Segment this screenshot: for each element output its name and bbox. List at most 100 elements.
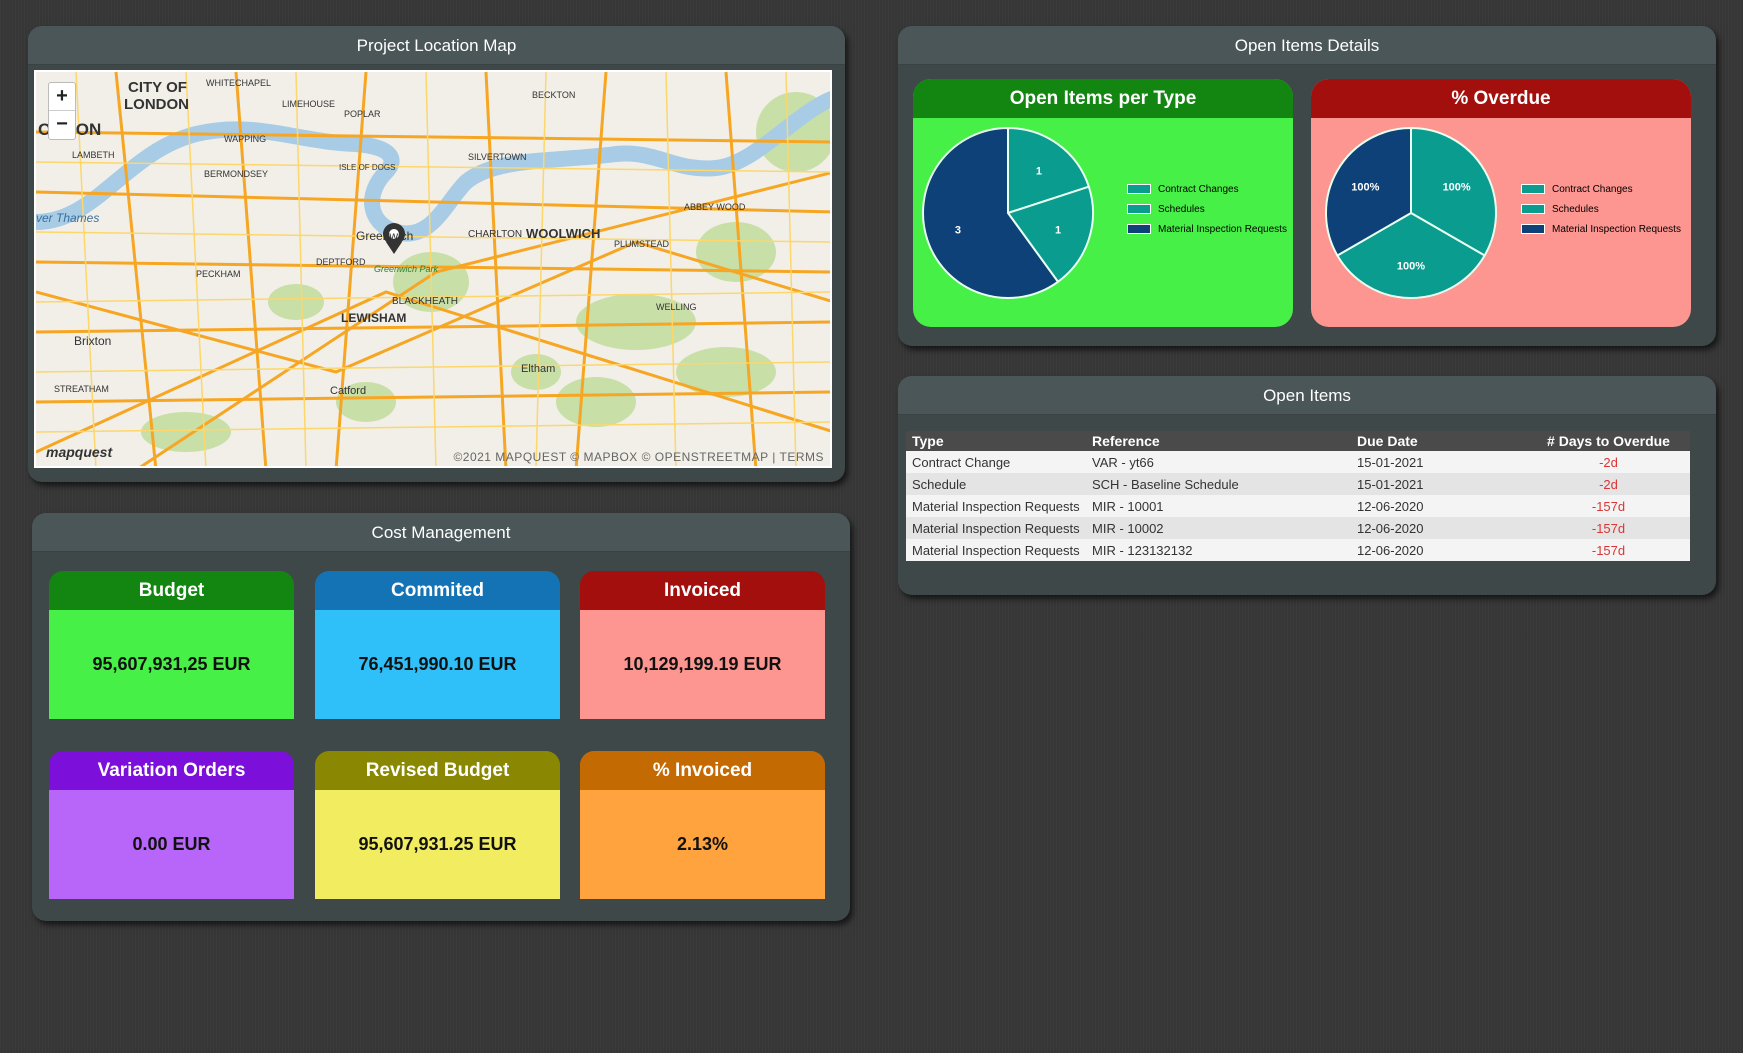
map-label: LIMEHOUSE [282, 99, 335, 109]
cell-due-date: 12-06-2020 [1351, 495, 1521, 517]
cell-days-overdue: -157d [1521, 495, 1690, 517]
map-label: LAMBETH [72, 150, 115, 160]
legend-label: Material Inspection Requests [1552, 223, 1681, 235]
pie-slice[interactable] [1410, 126, 1497, 257]
map-label: CITY OF [128, 79, 187, 96]
overdue-percent-chart: % Overdue 100% 100% 100% Contract Changes … [1311, 79, 1691, 327]
zoom-in-button[interactable]: + [49, 83, 75, 111]
legend-item[interactable]: Material Inspection Requests [1127, 219, 1287, 239]
map-attribution[interactable]: ©2021 MAPQUEST © MAPBOX © OPENSTREETMAP … [453, 450, 824, 464]
column-header-days-overdue[interactable]: # Days to Overdue [1521, 431, 1690, 451]
legend-label: Schedules [1158, 203, 1205, 215]
cost-card-value: 2.13% [580, 790, 825, 899]
cost-card[interactable]: % Invoiced 2.13% [580, 751, 825, 899]
cost-card-value: 0.00 EUR [49, 790, 294, 899]
chart-legend: Contract Changes Schedules Material Insp… [1127, 179, 1287, 239]
cost-card-value: 95,607,931.25 EUR [315, 790, 560, 899]
cost-card-value: 10,129,199.19 EUR [580, 610, 825, 719]
legend-swatch [1521, 184, 1545, 194]
map-label: WOOLWICH [526, 226, 600, 241]
pie-slice[interactable] [1336, 211, 1486, 299]
cell-type: Material Inspection Requests [906, 517, 1086, 539]
pie-chart[interactable]: 1 1 3 [913, 118, 1293, 327]
map-label: WAPPING [224, 134, 266, 144]
table-header-row: Type Reference Due Date # Days to Overdu… [906, 431, 1690, 451]
cell-type: Material Inspection Requests [906, 495, 1086, 517]
map-label: LONDON [124, 96, 189, 113]
map-label: Greenwich Park [374, 264, 439, 274]
legend-label: Schedules [1552, 203, 1599, 215]
map-view[interactable]: + − [34, 70, 832, 468]
chart-title: Open Items per Type [913, 79, 1293, 118]
map-label: DEPTFORD [316, 257, 366, 267]
panel-title: Project Location Map [28, 26, 845, 65]
map-label: LEWISHAM [341, 311, 406, 325]
cell-type: Contract Change [906, 451, 1086, 473]
cost-card[interactable]: Variation Orders 0.00 EUR [49, 751, 294, 899]
legend-item[interactable]: Schedules [1127, 199, 1287, 219]
open-items-panel: Open Items Type Reference Due Date # Day… [898, 376, 1716, 595]
legend-label: Contract Changes [1552, 183, 1633, 195]
cell-type: Material Inspection Requests [906, 539, 1086, 561]
panel-title: Cost Management [32, 513, 850, 552]
cost-card-label: Budget [49, 571, 294, 610]
cell-reference: MIR - 123132132 [1086, 539, 1351, 561]
column-header-due-date[interactable]: Due Date [1351, 431, 1521, 451]
pie-slice[interactable] [1007, 126, 1091, 215]
cost-card[interactable]: Commited 76,451,990.10 EUR [315, 571, 560, 719]
map-label: SILVERTOWN [468, 152, 527, 162]
pie-data-label: 1 [1036, 165, 1042, 177]
pie-slice[interactable] [922, 126, 1060, 299]
cell-reference: MIR - 10001 [1086, 495, 1351, 517]
legend-item[interactable]: Material Inspection Requests [1521, 219, 1681, 239]
chart-legend: Contract Changes Schedules Material Insp… [1521, 179, 1681, 239]
map-label: Catford [330, 385, 366, 397]
legend-label: Contract Changes [1158, 183, 1239, 195]
table-row[interactable]: Material Inspection Requests MIR - 123132… [906, 539, 1690, 561]
cost-card[interactable]: Invoiced 10,129,199.19 EUR [580, 571, 825, 719]
pie-data-label: 3 [955, 224, 961, 236]
cost-card-label: Revised Budget [315, 751, 560, 790]
cell-days-overdue: -157d [1521, 517, 1690, 539]
zoom-out-button[interactable]: − [56, 113, 68, 135]
column-header-reference[interactable]: Reference [1086, 431, 1351, 451]
cell-due-date: 15-01-2021 [1351, 451, 1521, 473]
legend-item[interactable]: Schedules [1521, 199, 1681, 219]
cost-card-value: 95,607,931,25 EUR [49, 610, 294, 719]
pie-slice[interactable] [1006, 185, 1094, 284]
table-row[interactable]: Schedule SCH - Baseline Schedule 15-01-202… [906, 473, 1690, 495]
open-items-details-panel: Open Items Details Open Items per Type 1… [898, 26, 1716, 346]
cell-days-overdue: -2d [1521, 451, 1690, 473]
cost-card-label: Invoiced [580, 571, 825, 610]
open-items-table: Type Reference Due Date # Days to Overdu… [906, 431, 1690, 561]
map-label: BERMONDSEY [204, 169, 268, 179]
table-row[interactable]: Material Inspection Requests MIR - 10001 1… [906, 495, 1690, 517]
open-items-per-type-chart: Open Items per Type 1 1 3 Contract Changes… [913, 79, 1293, 327]
pie-chart[interactable]: 100% 100% 100% [1311, 118, 1691, 327]
pie-slice[interactable] [1325, 126, 1412, 257]
cost-card-label: % Invoiced [580, 751, 825, 790]
pie-data-label: 100% [1351, 182, 1379, 194]
legend-label: Material Inspection Requests [1158, 223, 1287, 235]
cell-type: Schedule [906, 473, 1086, 495]
table-row[interactable]: Contract Change VAR - yt66 15-01-2021 -2d [906, 451, 1690, 473]
map-label: ver Thames [36, 211, 99, 225]
cell-due-date: 15-01-2021 [1351, 473, 1521, 495]
legend-item[interactable]: Contract Changes [1521, 179, 1681, 199]
cell-reference: VAR - yt66 [1086, 451, 1351, 473]
cost-card[interactable]: Revised Budget 95,607,931.25 EUR [315, 751, 560, 899]
table-row[interactable]: Material Inspection Requests MIR - 10002 1… [906, 517, 1690, 539]
map-label: CHARLTON [468, 229, 522, 240]
cost-card[interactable]: Budget 95,607,931,25 EUR [49, 571, 294, 719]
map-label: BLACKHEATH [392, 296, 458, 307]
mapquest-logo[interactable]: mapquest [46, 444, 113, 460]
pie-data-label: 1 [1055, 224, 1061, 236]
cell-days-overdue: -2d [1521, 473, 1690, 495]
map-label: WELLING [656, 302, 697, 312]
cell-days-overdue: -157d [1521, 539, 1690, 561]
column-header-type[interactable]: Type [906, 431, 1086, 451]
legend-swatch [1521, 204, 1545, 214]
map-label: PLUMSTEAD [614, 239, 670, 249]
map-label: POPLAR [344, 109, 381, 119]
legend-item[interactable]: Contract Changes [1127, 179, 1287, 199]
